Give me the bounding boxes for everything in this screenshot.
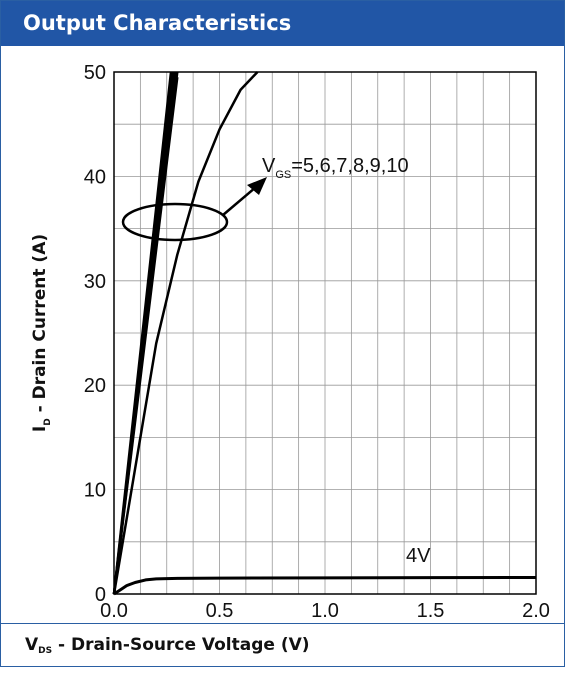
chart-svg: 0.0 0.5 1.0 1.5 2.0 0 10 20 30 40 50 VGS=5,6,7,8,9… (30, 62, 550, 622)
chart-title: Output Characteristics (1, 1, 564, 46)
x-tick-label: 1.5 (417, 600, 445, 622)
tick-labels: 0.0 0.5 1.0 1.5 2.0 0 10 20 30 40 50 (84, 62, 550, 622)
series-line (113, 576, 537, 596)
grid (114, 72, 536, 594)
annotation-arrow-line (222, 186, 257, 216)
y-tick-label: 0 (95, 584, 106, 606)
x-tick-label: 0.5 (206, 600, 234, 622)
vgs-annotation: VGS=5,6,7,8,9,10 (262, 155, 409, 181)
plot-frame (113, 71, 537, 595)
y-tick-label: 30 (84, 271, 106, 293)
series-line (112, 71, 173, 595)
vgs4-annotation: 4V (406, 545, 431, 567)
curves (112, 71, 537, 596)
annotation-ellipse (121, 202, 229, 242)
series-line (112, 71, 259, 595)
x-tick-label: 1.0 (311, 600, 339, 622)
x-tick-label: 0.0 (100, 600, 128, 622)
annotation-arrowhead (247, 177, 267, 195)
y-tick-label: 20 (84, 375, 106, 397)
y-axis-label: ID - Drain Current (A) (30, 234, 53, 432)
y-tick-label: 10 (84, 480, 106, 502)
y-tick-label: 50 (84, 62, 106, 84)
x-axis-label: VDS - Drain-Source Voltage (V) (1, 623, 564, 666)
y-tick-label: 40 (84, 166, 106, 188)
x-tick-label: 2.0 (522, 600, 550, 622)
